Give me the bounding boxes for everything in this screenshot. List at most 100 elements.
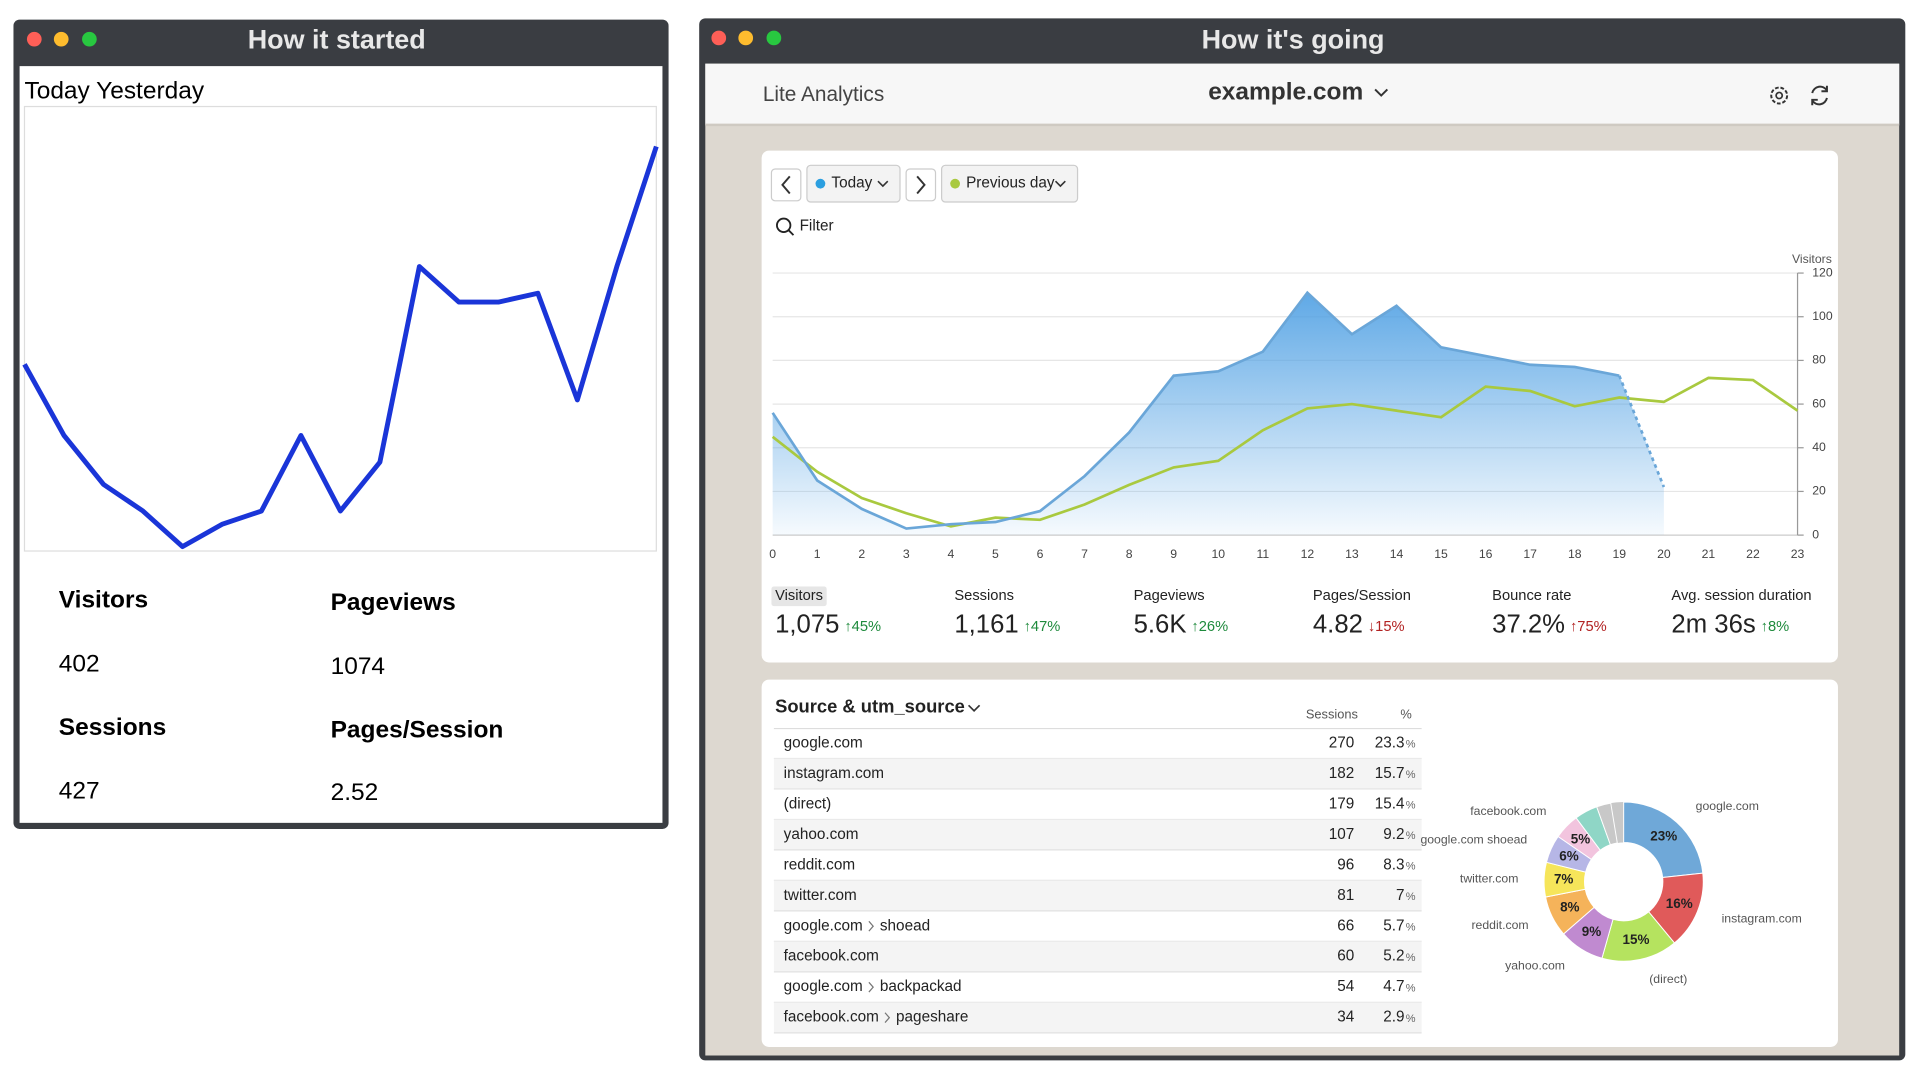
y-tick-label: 100 — [1812, 309, 1833, 323]
x-tick-label: 2 — [858, 547, 865, 561]
metric-label: Pageviews — [1134, 588, 1205, 604]
y-tick-label: 120 — [1812, 265, 1833, 279]
donut-segment — [1623, 801, 1704, 878]
x-tick-label: 7 — [1081, 547, 1088, 561]
current-range-button[interactable] — [806, 164, 901, 203]
percent-sign: % — [1406, 860, 1416, 872]
source-detail: pageshare — [896, 1009, 968, 1026]
chevron — [884, 1012, 891, 1023]
percent: 5.2 — [1383, 948, 1404, 965]
x-tick-label: 16 — [1479, 547, 1493, 561]
x-tick-label: 21 — [1702, 547, 1716, 561]
metric-change: ↑8% — [1761, 619, 1790, 635]
source-name: facebook.com — [784, 948, 879, 965]
area-series — [772, 292, 1664, 536]
metric-value: 5.6K — [1134, 611, 1187, 639]
row-background — [773, 880, 1422, 912]
donut-category-label: instagram.com — [1722, 912, 1802, 926]
donut-category-label: google.com shoead — [1420, 833, 1527, 847]
percent: 23.3 — [1375, 734, 1405, 751]
donut-category-label: reddit.com — [1471, 918, 1528, 932]
donut-value-label: 8% — [1560, 900, 1579, 915]
x-tick-label: 1 — [814, 547, 821, 561]
metric-change: ↑26% — [1191, 619, 1228, 635]
donut-category-label: (direct) — [1649, 972, 1687, 986]
column-header: Sessions — [1306, 706, 1358, 721]
site-chevron[interactable] — [1374, 88, 1389, 97]
x-tick-label: 14 — [1390, 547, 1404, 561]
metric-label: Sessions — [954, 588, 1014, 604]
filter-button[interactable]: Filter — [800, 218, 834, 235]
x-tick-label: 20 — [1657, 547, 1671, 561]
minimize-button[interactable] — [738, 30, 754, 46]
prev-button[interactable] — [770, 168, 802, 202]
source-detail: shoead — [880, 917, 930, 934]
window-title: How it's going — [1202, 25, 1385, 55]
x-tick-label: 19 — [1613, 547, 1627, 561]
row-background — [773, 758, 1422, 790]
stat-value: 402 — [59, 650, 100, 677]
close-button[interactable] — [26, 31, 42, 47]
percent: 15.4 — [1375, 795, 1405, 812]
left-window: How it started Today Yesterday — [13, 19, 669, 829]
percent-sign: % — [1406, 1013, 1416, 1025]
source-name: instagram.com — [784, 765, 884, 782]
row-background — [773, 819, 1422, 851]
stat-label: Pages/Session — [331, 716, 504, 743]
x-tick-label: 17 — [1523, 547, 1537, 561]
sources-title[interactable]: Source & utm_source — [775, 696, 965, 717]
zoom-button[interactable] — [82, 31, 97, 47]
current-dot — [815, 178, 826, 189]
metric-label: Avg. session duration — [1671, 588, 1811, 604]
y-tick-label: 60 — [1812, 396, 1826, 410]
donut-value-label: 9% — [1582, 924, 1601, 939]
sessions: 270 — [1329, 734, 1355, 751]
settings-icon[interactable] — [1770, 86, 1789, 105]
refresh-icon[interactable] — [1811, 85, 1828, 106]
chevron — [868, 920, 874, 932]
next-button[interactable] — [905, 168, 937, 202]
sessions: 81 — [1337, 887, 1354, 904]
source-name: google.com — [784, 978, 863, 995]
donut-value-label: 6% — [1559, 849, 1578, 864]
percent-sign: % — [1406, 891, 1416, 903]
percent: 4.7 — [1383, 978, 1404, 995]
metric-value: 2m 36s — [1671, 611, 1755, 639]
search-icon[interactable] — [776, 217, 792, 233]
window-content — [19, 66, 663, 823]
y-tick-label: 40 — [1812, 440, 1826, 454]
metric-change: ↑47% — [1024, 619, 1061, 635]
compare-range-button[interactable] — [941, 164, 1079, 203]
sessions: 179 — [1329, 795, 1355, 812]
stat-label: Visitors — [59, 587, 148, 614]
percent: 15.7 — [1375, 765, 1405, 782]
sessions: 34 — [1337, 1009, 1355, 1026]
source-name: google.com — [784, 917, 863, 934]
y-tick-label: 80 — [1812, 353, 1826, 367]
source-name: (direct) — [784, 795, 832, 812]
close-button[interactable] — [711, 30, 727, 46]
metric-change: ↑75% — [1570, 619, 1607, 635]
metric-value: 37.2% — [1492, 611, 1565, 639]
metric-change: ↑45% — [844, 619, 881, 635]
minimize-button[interactable] — [53, 31, 69, 47]
column-header: % — [1400, 706, 1411, 721]
compare-range[interactable]: Previous day — [966, 175, 1055, 192]
current-range[interactable]: Today — [831, 175, 872, 192]
percent: 9.2 — [1383, 826, 1404, 843]
zoom-button[interactable] — [766, 30, 782, 46]
x-tick-label: 10 — [1211, 547, 1225, 561]
chevron — [1054, 180, 1066, 188]
prev-arrow[interactable] — [781, 175, 791, 195]
metric-selected — [771, 586, 827, 607]
source-name: google.com — [784, 734, 863, 751]
sessions: 107 — [1329, 826, 1355, 843]
site-selector[interactable]: example.com — [1208, 79, 1363, 106]
percent-sign: % — [1406, 952, 1416, 964]
next-arrow[interactable] — [916, 175, 926, 195]
donut-category-label: yahoo.com — [1505, 959, 1565, 973]
metric-label: Pages/Session — [1313, 588, 1411, 604]
y-axis-label: Visitors — [1792, 252, 1832, 266]
percent: 8.3 — [1383, 856, 1404, 873]
window-title: How it started — [248, 25, 426, 55]
